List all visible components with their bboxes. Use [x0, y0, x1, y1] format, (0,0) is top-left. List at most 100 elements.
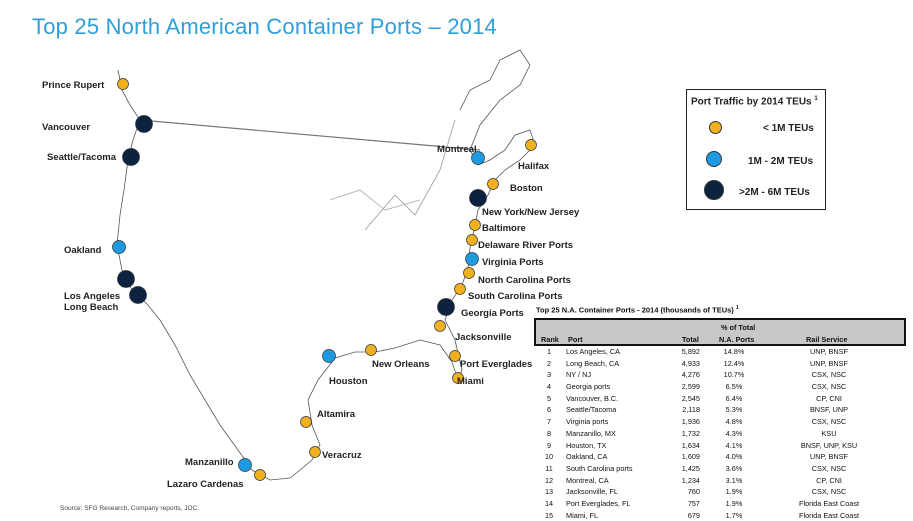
port-marker	[135, 115, 153, 133]
port-marker	[463, 267, 475, 279]
rank-cell: 10	[544, 452, 554, 462]
table-row: 8 Manzanillo, MX 1,732 4.3% KSU	[534, 428, 906, 440]
rank-cell: 3	[546, 370, 552, 380]
port-cell: Georgia ports	[566, 382, 611, 392]
total-cell: 679	[687, 510, 700, 520]
total-cell: 1,425	[681, 463, 700, 473]
port-marker	[466, 234, 478, 246]
port-label: Port Everglades	[460, 359, 533, 370]
total-cell: 2,599	[681, 382, 700, 392]
port-label: Veracruz	[322, 450, 362, 461]
table-row: 15 Miami, FL 679 1.7% Florida East Coast	[534, 510, 906, 521]
port-marker	[322, 349, 336, 363]
port-label: Baltimore	[482, 223, 526, 234]
port-marker	[117, 78, 129, 90]
port-label: North Carolina Ports	[478, 275, 571, 286]
table-row: 14 Port Everglades, FL 757 1.9% Florida …	[534, 498, 906, 510]
port-label: Delaware River Ports	[478, 240, 574, 251]
port-label: Jacksonville	[455, 332, 512, 343]
total-cell: 4,933	[681, 358, 700, 368]
rail-cell: CSX, NSC	[811, 382, 847, 392]
total-cell: 2,118	[682, 405, 700, 415]
total-cell: 2,545	[681, 393, 700, 403]
port-marker	[452, 372, 464, 384]
rank-cell: 8	[546, 428, 552, 438]
table-row: 4 Georgia ports 2,599 6.5% CSX, NSC	[534, 381, 906, 393]
rail-cell: UNP, BNSF	[810, 358, 848, 368]
port-label: Seattle/Tacoma	[47, 152, 116, 163]
port-marker	[525, 139, 537, 151]
rail-cell: CSX, NSC	[811, 370, 847, 380]
table-row: 11 South Carolina ports 1,425 3.6% CSX, …	[534, 463, 906, 475]
port-marker	[434, 320, 446, 332]
rank-cell: 7	[546, 417, 552, 427]
rank-cell: 13	[544, 487, 554, 497]
port-label: Prince Rupert	[42, 80, 105, 91]
total-cell: 5,892	[681, 347, 700, 356]
rank-cell: 9	[546, 440, 552, 450]
rank-cell: 1	[546, 347, 552, 356]
port-cell: Oakland, CA	[566, 452, 608, 462]
legend-label-small: < 1M TEUs	[763, 123, 814, 134]
port-label: Virginia Ports	[482, 257, 544, 268]
port-cell: Los Angeles, CA	[566, 347, 620, 356]
pct-cell: 6.4%	[725, 393, 743, 403]
rank-cell: 2	[546, 358, 552, 368]
port-label: Oakland	[64, 245, 102, 256]
port-marker	[122, 148, 140, 166]
port-marker	[449, 350, 461, 362]
rail-cell: CSX, NSC	[811, 417, 847, 427]
rail-cell: BNSF, UNP	[809, 405, 849, 415]
port-marker	[129, 286, 147, 304]
pct-cell: 1.9%	[725, 498, 743, 508]
pct-cell: 12.4%	[723, 358, 745, 368]
rank-cell: 14	[544, 498, 554, 508]
port-marker	[309, 446, 321, 458]
total-cell: 1,609	[681, 452, 700, 462]
port-cell: Manzanillo, MX	[566, 428, 616, 438]
rail-cell: CP, CNI	[816, 475, 842, 485]
port-marker	[254, 469, 266, 481]
port-label: Halifax	[518, 161, 550, 172]
rail-cell: CSX, NSC	[811, 463, 847, 473]
rail-cell: Florida East Coast	[798, 498, 860, 508]
table-row: 12 Montreal, CA 1,234 3.1% CP, CNI	[534, 475, 906, 487]
total-cell: 1,936	[681, 417, 700, 427]
pct-cell: 4.8%	[725, 417, 743, 427]
table-row: 13 Jacksonville, FL 760 1.9% CSX, NSC	[534, 486, 906, 498]
total-cell: 1,732	[681, 428, 700, 438]
total-cell: 1,234	[681, 475, 700, 485]
port-marker	[437, 298, 455, 316]
source-note: Source: SFG Research, Company reports, J…	[60, 505, 200, 512]
table-row: 3 NY / NJ 4,276 10.7% CSX, NSC	[534, 369, 906, 381]
rank-cell: 5	[546, 393, 552, 403]
port-marker	[300, 416, 312, 428]
port-label: Vancouver	[42, 122, 91, 133]
port-label: Miami	[457, 376, 484, 387]
port-label: Long Beach	[64, 302, 119, 313]
pct-cell: 3.6%	[725, 463, 743, 473]
ports-table: Rank Port Total % of Total N.A. Ports Ra…	[534, 318, 906, 521]
rank-cell: 12	[544, 475, 554, 485]
port-cell: Houston, TX	[566, 440, 607, 450]
pct-cell: 4.1%	[725, 440, 743, 450]
slide-title: Top 25 North American Container Ports – …	[32, 14, 497, 39]
rail-cell: UNP, BNSF	[810, 347, 848, 356]
table-row: 5 Vancouver, B.C. 2,545 6.4% CP, CNI	[534, 393, 906, 405]
total-cell: 760	[687, 487, 700, 497]
map-legend: Port Traffic by 2014 TEUs 1 < 1M TEUs 1M…	[686, 89, 826, 210]
legend-dot-large	[704, 180, 724, 200]
port-label: Los Angeles	[64, 291, 121, 302]
port-cell: Jacksonville, FL	[566, 487, 618, 497]
port-label: Montreal	[437, 144, 477, 155]
port-marker	[469, 219, 481, 231]
port-marker	[487, 178, 499, 190]
total-cell: 4,276	[681, 370, 700, 380]
port-marker	[465, 252, 479, 266]
rail-cell: UNP, BNSF	[810, 452, 848, 462]
port-label: Altamira	[317, 409, 356, 420]
port-label: Manzanillo	[185, 457, 234, 468]
legend-label-medium: 1M - 2M TEUs	[748, 156, 814, 167]
port-label: South Carolina Ports	[468, 291, 563, 302]
